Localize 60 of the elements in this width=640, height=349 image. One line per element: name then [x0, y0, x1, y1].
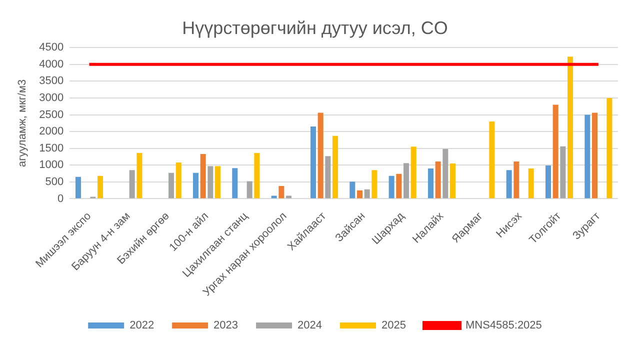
y-tick-label: 2000 — [39, 126, 64, 138]
bar — [584, 114, 590, 198]
bar — [192, 172, 198, 198]
bar — [514, 161, 520, 198]
y-tick-label: 1500 — [39, 142, 64, 154]
chart-title: Нүүрстөрөгчийн дутуу исэл, CO — [182, 18, 448, 38]
bar — [372, 170, 378, 198]
bar — [318, 112, 324, 198]
bar — [310, 126, 316, 198]
bar — [232, 168, 238, 198]
bar — [442, 149, 448, 198]
bar — [428, 168, 434, 198]
bar — [176, 162, 182, 198]
bar — [388, 176, 394, 198]
y-tick-label: 0 — [58, 192, 64, 205]
bar — [552, 104, 558, 198]
bar — [489, 121, 495, 198]
bar — [254, 153, 260, 198]
bar — [136, 153, 142, 198]
legend-label: 2024 — [298, 320, 322, 332]
bar — [592, 112, 598, 198]
legend-label: MNS4585:2025 — [465, 320, 542, 332]
bar — [286, 196, 292, 198]
bar — [506, 170, 512, 198]
y-tick-label: 3000 — [39, 92, 64, 104]
bar — [356, 190, 362, 198]
bar — [129, 170, 135, 198]
bar — [404, 163, 410, 198]
bar — [568, 56, 574, 198]
legend-label: 2022 — [130, 320, 154, 332]
bar — [450, 163, 456, 198]
bar — [435, 161, 441, 198]
bar — [278, 186, 284, 198]
bar — [246, 181, 252, 198]
bar — [332, 136, 338, 198]
bar — [350, 182, 356, 198]
y-axis-title: агууламж, мкг/м3 — [16, 79, 29, 167]
bar — [200, 154, 206, 198]
bar — [75, 176, 81, 198]
y-tick-label: 4500 — [39, 42, 64, 54]
y-tick-label: 3500 — [39, 75, 64, 88]
y-tick-label: 4000 — [39, 58, 64, 70]
y-tick-label: 500 — [45, 176, 64, 188]
bar — [168, 172, 174, 198]
y-tick-label: 2500 — [39, 108, 64, 121]
bar — [528, 168, 534, 198]
bar — [208, 166, 214, 198]
bar — [396, 174, 402, 198]
bar — [364, 189, 370, 198]
bar — [271, 196, 277, 198]
bar — [606, 98, 612, 198]
bar — [560, 146, 566, 198]
bar — [98, 176, 104, 198]
bar — [545, 165, 551, 198]
legend-label: 2023 — [214, 320, 238, 332]
legend-label: 2025 — [382, 320, 406, 332]
bar — [215, 166, 221, 198]
bar — [325, 156, 331, 198]
y-tick-label: 1000 — [39, 159, 64, 172]
bar — [410, 146, 416, 198]
